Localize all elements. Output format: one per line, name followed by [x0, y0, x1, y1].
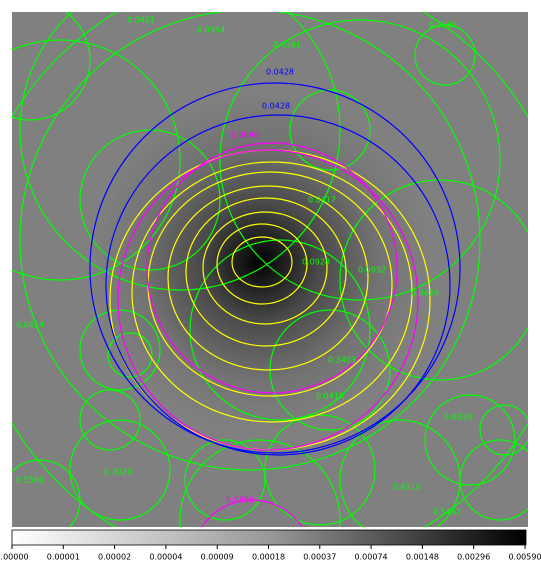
region-circle[interactable] — [0, 0, 91, 121]
region-label: 0.3029 — [104, 468, 132, 477]
region-circle[interactable] — [146, 142, 398, 394]
region-label: 0.0932 — [358, 266, 386, 275]
region-circle[interactable] — [0, 39, 181, 281]
colorbar-tick-label: 0.00074 — [355, 553, 388, 562]
colorbar-tick-label: 0.00590 — [508, 553, 541, 562]
region-label: 0.0417 — [308, 196, 336, 205]
region-circle[interactable] — [79, 389, 141, 451]
region-circle[interactable] — [79, 309, 161, 391]
region-circle[interactable] — [79, 129, 221, 271]
region-circle[interactable] — [192, 499, 312, 576]
region-circle[interactable] — [179, 439, 341, 576]
region-circle[interactable] — [289, 89, 371, 171]
region-circle[interactable] — [424, 394, 516, 486]
region-label: 0.0640 — [231, 131, 259, 140]
colorbar-tick-label: 0.00009 — [201, 553, 234, 562]
contour[interactable] — [185, 197, 347, 347]
contour[interactable] — [216, 223, 308, 305]
region-circle[interactable] — [184, 439, 266, 521]
region-label: 0.6033 — [444, 413, 472, 422]
region-circle[interactable] — [105, 114, 451, 456]
contour[interactable] — [131, 161, 413, 423]
region-circle[interactable] — [339, 179, 540, 381]
region-label: 0.0381 — [273, 41, 301, 50]
region-circle[interactable] — [219, 19, 501, 301]
region-label: 0.0428 — [266, 68, 294, 77]
region-circle[interactable] — [69, 419, 171, 521]
contour[interactable] — [167, 185, 369, 371]
region-circle[interactable] — [19, 0, 341, 291]
colorbar-tick-label: 0.00001 — [47, 553, 80, 562]
region-label: 0.0954 — [197, 26, 225, 35]
region-label: 0.0890 — [226, 496, 254, 505]
colorbar-tick-label: 0.00037 — [303, 553, 336, 562]
region-label: 0.3403 — [328, 356, 356, 365]
colorbar-tick-label: 0.00148 — [406, 553, 439, 562]
region-label: 0.0428 — [262, 102, 290, 111]
region-circle[interactable] — [339, 419, 461, 540]
colorbar-tick-label: 0.00018 — [252, 553, 285, 562]
region-label: 0.6310 — [393, 483, 421, 492]
region-label: 0.0424 — [16, 321, 44, 330]
colorbar-tick-label: 0.00002 — [98, 553, 131, 562]
region-circle[interactable] — [117, 149, 419, 451]
region-circle[interactable] — [89, 82, 461, 454]
region-label: 0.0280 — [429, 21, 457, 30]
colorbar-tick-label: 0.00000 — [0, 553, 29, 562]
region-circle[interactable] — [107, 332, 153, 378]
contour[interactable] — [202, 211, 328, 325]
region-label: 0.5580 — [16, 476, 44, 485]
region-label: 0.0418 — [316, 392, 344, 401]
region-label: 0.0421 — [127, 16, 155, 25]
colorbar — [11, 529, 527, 546]
contour[interactable] — [231, 236, 293, 288]
region-circle[interactable] — [264, 414, 376, 526]
colorbar-tick-label: 0.00004 — [149, 553, 182, 562]
region-label: 0.0424 — [411, 289, 439, 298]
region-circle[interactable] — [19, 10, 481, 471]
region-circle[interactable] — [189, 239, 371, 421]
region-label: 0.5437 — [433, 508, 461, 517]
region-circle[interactable] — [414, 24, 476, 86]
colorbar-tick-label: 0.00296 — [457, 553, 490, 562]
region-label: 0.0928 — [302, 258, 330, 267]
region-circle[interactable] — [479, 404, 530, 456]
